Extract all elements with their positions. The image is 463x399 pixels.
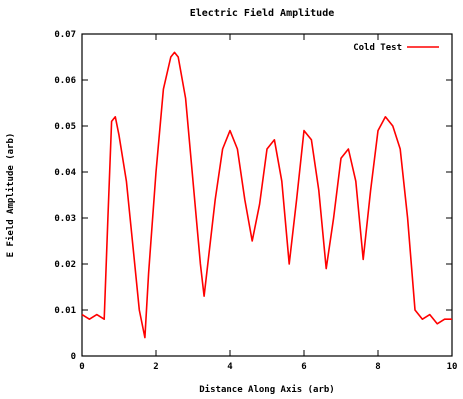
x-tick-label: 6 xyxy=(301,362,306,372)
legend-label-cold-test: Cold Test xyxy=(353,43,402,53)
series-group xyxy=(81,51,452,339)
x-tick-label: 10 xyxy=(447,362,458,372)
legend: Cold Test xyxy=(353,43,439,53)
x-axis: 0 2 4 6 8 10 xyxy=(79,34,457,372)
y-tick-label: 0.01 xyxy=(54,306,76,316)
x-tick-label: 8 xyxy=(375,362,380,372)
x-tick-label: 2 xyxy=(153,362,158,372)
y-tick-label: 0.07 xyxy=(54,30,76,40)
y-tick-label: 0 xyxy=(71,352,76,362)
chart-title: Electric Field Amplitude xyxy=(190,7,335,19)
x-tick-label: 0 xyxy=(79,362,84,372)
y-tick-label: 0.03 xyxy=(54,214,76,224)
plot-frame xyxy=(81,33,453,357)
y-tick-label: 0.05 xyxy=(54,122,76,132)
series-line-cold-test xyxy=(81,51,452,339)
x-axis-label: Distance Along Axis (arb) xyxy=(199,384,334,395)
x-tick-label: 4 xyxy=(227,362,233,372)
y-axis-label: E Field Amplitude (arb) xyxy=(5,133,16,258)
y-tick-label: 0.06 xyxy=(54,76,76,86)
y-axis: 0 0.01 0.02 0.03 0.04 0.05 0.06 0.07 xyxy=(54,30,452,362)
y-tick-label: 0.02 xyxy=(54,260,76,270)
y-tick-label: 0.04 xyxy=(54,168,76,178)
